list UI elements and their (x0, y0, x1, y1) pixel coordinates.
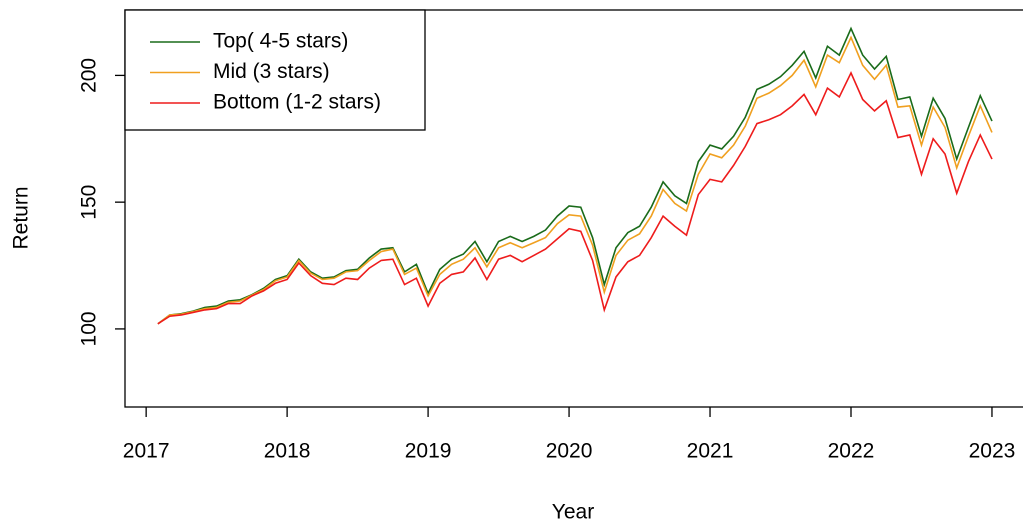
y-tick-label: 200 (78, 58, 101, 93)
x-tick-label: 2023 (969, 440, 1016, 463)
x-tick-label: 2021 (687, 440, 734, 463)
data-line (157, 70, 993, 325)
x-tick-label: 2019 (405, 440, 452, 463)
legend-box (124, 9, 426, 131)
x-tick-label: 2017 (123, 440, 170, 463)
x-tick-label: 2022 (828, 440, 875, 463)
plot-frame (124, 9, 1023, 408)
x-axis-label: Year (552, 501, 594, 524)
data-line (157, 35, 993, 325)
legend-label: Mid (3 stars) (213, 60, 330, 83)
y-tick-label: 100 (78, 311, 101, 346)
x-tick-label: 2018 (264, 440, 311, 463)
x-tick-label: 2020 (546, 440, 593, 463)
legend-label: Bottom (1-2 stars) (213, 91, 381, 114)
y-axis-label: Return (10, 186, 33, 249)
y-tick-label: 150 (78, 185, 101, 220)
legend-label: Top( 4-5 stars) (213, 30, 348, 53)
